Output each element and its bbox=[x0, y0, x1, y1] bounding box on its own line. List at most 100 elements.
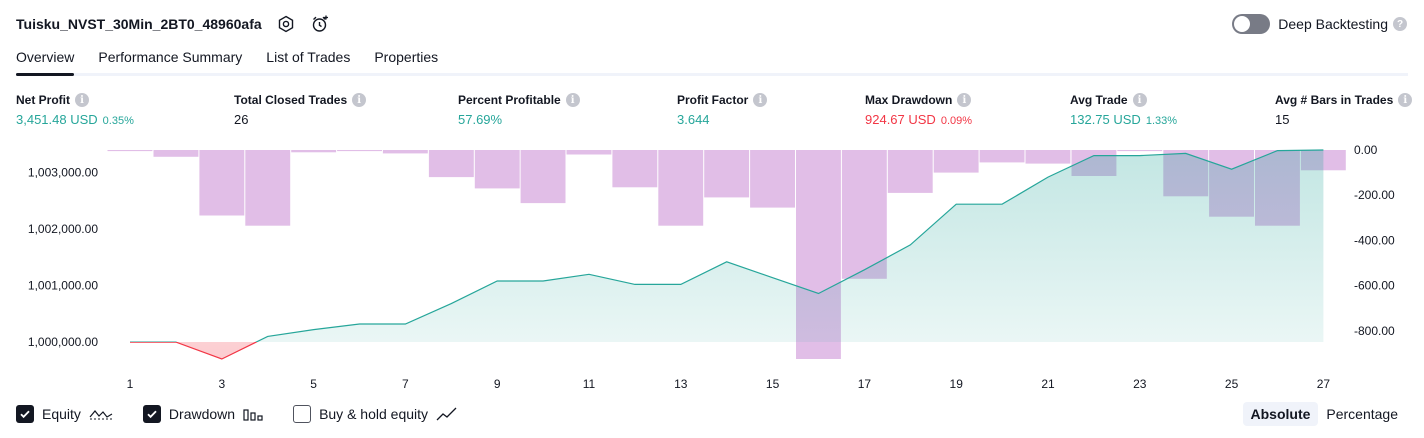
equity-area bbox=[130, 149, 1324, 360]
equity-drawdown-chart[interactable]: 1,003,000.00 1,002,000.00 1,001,000.00 1,00… bbox=[0, 140, 1424, 398]
drawdown-bar bbox=[750, 150, 795, 208]
metric-label: Avg # Bars in Trades bbox=[1275, 93, 1394, 107]
left-tick-label: 1,002,000.00 bbox=[28, 222, 98, 236]
percentage-button[interactable]: Percentage bbox=[1326, 406, 1398, 422]
metric-profit-factor: Profit Factor i 3.644 bbox=[677, 93, 768, 127]
metric-percent: 0.35% bbox=[102, 115, 134, 127]
metric-label: Percent Profitable bbox=[458, 93, 561, 107]
drawdown-label: Drawdown bbox=[168, 406, 236, 422]
info-icon[interactable]: i bbox=[957, 93, 972, 107]
drawdown-bar bbox=[658, 150, 704, 226]
drawdown-bar bbox=[520, 150, 566, 204]
tab-bar: Overview Performance Summary List of Tra… bbox=[16, 46, 462, 76]
help-icon[interactable]: ? bbox=[1393, 17, 1407, 31]
chart-legend: Equity Drawdown Buy & hold equity bbox=[16, 403, 488, 425]
metric-value: 132.75 USD bbox=[1070, 112, 1141, 127]
drawdown-bar bbox=[612, 150, 658, 188]
buy-hold-checkbox[interactable] bbox=[293, 405, 312, 423]
drawdown-bar bbox=[1117, 150, 1163, 152]
metric-percent-profitable: Percent Profitable i 57.69% bbox=[458, 93, 580, 127]
metric-value: 3.644 bbox=[677, 112, 710, 127]
drawdown-checkbox[interactable] bbox=[142, 405, 161, 423]
right-tick-label: -200.00 bbox=[1354, 188, 1395, 202]
drawdown-bar bbox=[979, 150, 1025, 163]
metric-label: Net Profit bbox=[16, 93, 70, 107]
metric-label: Max Drawdown bbox=[865, 93, 953, 107]
metric-avg-trade: Avg Trade i 132.75 USD 1.33% bbox=[1070, 93, 1177, 127]
x-tick-label: 1 bbox=[127, 377, 134, 391]
buy-hold-label: Buy & hold equity bbox=[319, 406, 429, 422]
drawdown-bar bbox=[245, 150, 291, 226]
legend-equity[interactable]: Equity bbox=[16, 405, 113, 423]
metric-value: 924.67 USD bbox=[865, 112, 936, 127]
metric-value: 57.69% bbox=[458, 112, 503, 127]
x-tick-label: 27 bbox=[1317, 377, 1331, 391]
settings-icon[interactable] bbox=[276, 14, 296, 34]
drawdown-bar bbox=[704, 150, 750, 198]
x-tick-label: 25 bbox=[1225, 377, 1239, 391]
drawdown-bar bbox=[428, 150, 474, 178]
metric-max-drawdown: Max Drawdown i 924.67 USD 0.09% bbox=[865, 93, 972, 127]
add-alert-icon[interactable] bbox=[310, 14, 330, 34]
tab-properties[interactable]: Properties bbox=[374, 49, 439, 65]
metric-percent: 0.09% bbox=[940, 115, 973, 127]
left-tick-label: 1,000,000.00 bbox=[28, 335, 98, 349]
drawdown-bar bbox=[153, 150, 199, 157]
right-tick-label: -400.00 bbox=[1354, 233, 1395, 247]
info-icon[interactable]: i bbox=[753, 93, 768, 107]
strategy-header: Tuisku_NVST_30Min_2BT0_48960afa bbox=[16, 12, 330, 36]
x-tick-label: 21 bbox=[1041, 377, 1055, 391]
value-mode-switch: Absolute Percentage bbox=[1242, 402, 1407, 426]
metric-net-profit: Net Profit i 3,451.48 USD 0.35% bbox=[16, 93, 134, 127]
equity-checkbox[interactable] bbox=[16, 405, 34, 423]
drawdown-bar bbox=[199, 150, 245, 216]
x-tick-label: 19 bbox=[950, 377, 964, 391]
deep-backtesting-label: Deep Backtesting bbox=[1278, 16, 1388, 32]
info-icon[interactable]: i bbox=[565, 93, 580, 107]
metric-value: 15 bbox=[1275, 112, 1290, 127]
deep-backtesting-toggle[interactable] bbox=[1232, 14, 1271, 34]
drawdown-bar bbox=[933, 150, 979, 173]
tabs-divider bbox=[16, 73, 1408, 76]
equity-line bbox=[130, 149, 1324, 343]
x-tick-label: 15 bbox=[766, 377, 780, 391]
legend-drawdown[interactable]: Drawdown bbox=[142, 405, 263, 423]
drawdown-bar bbox=[474, 150, 520, 189]
info-icon[interactable]: i bbox=[75, 93, 89, 107]
right-axis: 0.00 -200.00 -400.00 -600.00 -800.00 bbox=[1354, 143, 1395, 338]
drawdown-bar bbox=[1025, 150, 1071, 164]
right-tick-label: -600.00 bbox=[1354, 279, 1395, 293]
x-tick-label: 3 bbox=[218, 377, 225, 391]
tab-overview[interactable]: Overview bbox=[16, 46, 75, 76]
info-icon[interactable]: i bbox=[352, 93, 367, 107]
drawdown-bar bbox=[566, 150, 612, 155]
drawdown-bar bbox=[887, 150, 933, 193]
absolute-button[interactable]: Absolute bbox=[1242, 402, 1319, 426]
metric-label: Profit Factor bbox=[677, 93, 749, 107]
buy-hold-line-icon bbox=[436, 407, 458, 421]
drawdown-bars-icon bbox=[243, 407, 263, 421]
equity-loss-fill bbox=[130, 342, 257, 359]
metric-avg-bars-in-trades: Avg # Bars in Trades i 15 bbox=[1275, 93, 1413, 127]
x-tick-label: 23 bbox=[1133, 377, 1147, 391]
tab-performance-summary[interactable]: Performance Summary bbox=[98, 49, 243, 65]
left-tick-label: 1,001,000.00 bbox=[28, 279, 98, 293]
x-tick-label: 9 bbox=[494, 377, 501, 391]
deep-backtesting-control: Deep Backtesting ? bbox=[1232, 12, 1407, 36]
strategy-name: Tuisku_NVST_30Min_2BT0_48960afa bbox=[16, 16, 262, 32]
left-tick-label: 1,003,000.00 bbox=[28, 166, 98, 180]
equity-label: Equity bbox=[42, 406, 81, 422]
legend-buy-hold-equity[interactable]: Buy & hold equity bbox=[293, 405, 458, 423]
drawdown-bar bbox=[291, 150, 337, 153]
right-tick-label: -800.00 bbox=[1354, 324, 1395, 338]
tab-list-of-trades[interactable]: List of Trades bbox=[266, 49, 351, 65]
metric-total-closed-trades: Total Closed Trades i 26 bbox=[234, 93, 367, 127]
x-tick-label: 7 bbox=[402, 377, 409, 391]
metric-percent: 1.33% bbox=[1145, 115, 1178, 127]
info-icon[interactable]: i bbox=[1132, 93, 1147, 107]
metric-label: Avg Trade bbox=[1070, 93, 1128, 107]
x-axis: 1 3 5 7 9 11 13 15 17 19 21 23 25 27 bbox=[127, 377, 1331, 391]
equity-fill bbox=[130, 150, 1324, 343]
drawdown-bar bbox=[337, 150, 382, 152]
info-icon[interactable]: i bbox=[1398, 93, 1413, 107]
